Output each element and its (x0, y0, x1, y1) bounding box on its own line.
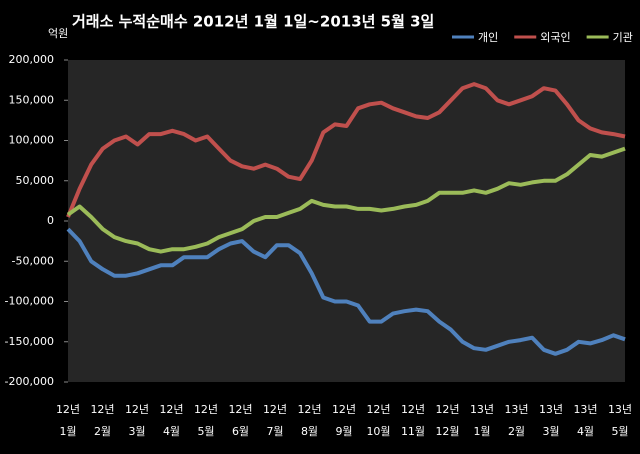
legend-label: 기관 (613, 31, 633, 44)
x-tick-label: 6월 (232, 425, 249, 438)
plot-area (68, 60, 625, 382)
chart-title: 거래소 누적순매수 2012년 1월 1일~2013년 5월 3일 (72, 13, 434, 31)
x-tick-label: 4월 (163, 425, 180, 438)
x-tick-label: 12년 (332, 403, 356, 416)
x-tick-label: 2월 (94, 425, 111, 438)
x-tick-label: 3월 (542, 425, 559, 438)
x-tick-label: 5월 (197, 425, 214, 438)
x-tick-label: 12년 (435, 403, 459, 416)
series-line (66, 146, 626, 254)
x-tick-label: 10월 (366, 425, 390, 438)
y-axis-label: 억원 (48, 27, 68, 40)
x-tick-label: 13년 (504, 403, 528, 416)
x-tick-label: 5월 (611, 425, 628, 438)
x-tick-label: 12년 (159, 403, 183, 416)
y-tick-label: -200,000 (5, 375, 54, 388)
x-tick-label: 13년 (539, 403, 563, 416)
x-tick-label: 2월 (508, 425, 525, 438)
legend-label: 개인 (478, 31, 498, 44)
x-tick-label: 1월 (59, 425, 76, 438)
x-tick-label: 13년 (608, 403, 632, 416)
y-tick-label: -100,000 (5, 295, 54, 308)
y-tick-label: 150,000 (9, 93, 55, 106)
series-line (66, 227, 626, 356)
y-tick-label: -150,000 (5, 335, 54, 348)
y-tick-label: 0 (47, 214, 54, 227)
x-tick-label: 9월 (335, 425, 352, 438)
y-tick-label: -50,000 (12, 254, 54, 267)
x-tick-label: 12년 (263, 403, 287, 416)
x-tick-label: 12년 (125, 403, 149, 416)
x-tick-label: 12년 (401, 403, 425, 416)
legend-label: 외국인 (540, 31, 570, 44)
series-line (66, 82, 626, 218)
x-tick-label: 12년 (56, 403, 80, 416)
x-tick-label: 12월 (435, 425, 459, 438)
x-tick-label: 12년 (194, 403, 218, 416)
x-tick-label: 13년 (470, 403, 494, 416)
x-tick-label: 12년 (90, 403, 114, 416)
y-tick-label: 200,000 (9, 53, 55, 66)
y-tick-label: 100,000 (9, 134, 55, 147)
x-tick-label: 3월 (128, 425, 145, 438)
x-tick-label: 4월 (577, 425, 594, 438)
x-tick-label: 12년 (366, 403, 390, 416)
x-tick-label: 1월 (473, 425, 490, 438)
x-tick-label: 13년 (573, 403, 597, 416)
x-tick-label: 8월 (301, 425, 318, 438)
x-tick-label: 11월 (401, 425, 425, 438)
x-tick-label: 7월 (266, 425, 283, 438)
x-tick-label: 12년 (228, 403, 252, 416)
x-tick-label: 12년 (297, 403, 321, 416)
y-tick-label: 50,000 (16, 174, 55, 187)
